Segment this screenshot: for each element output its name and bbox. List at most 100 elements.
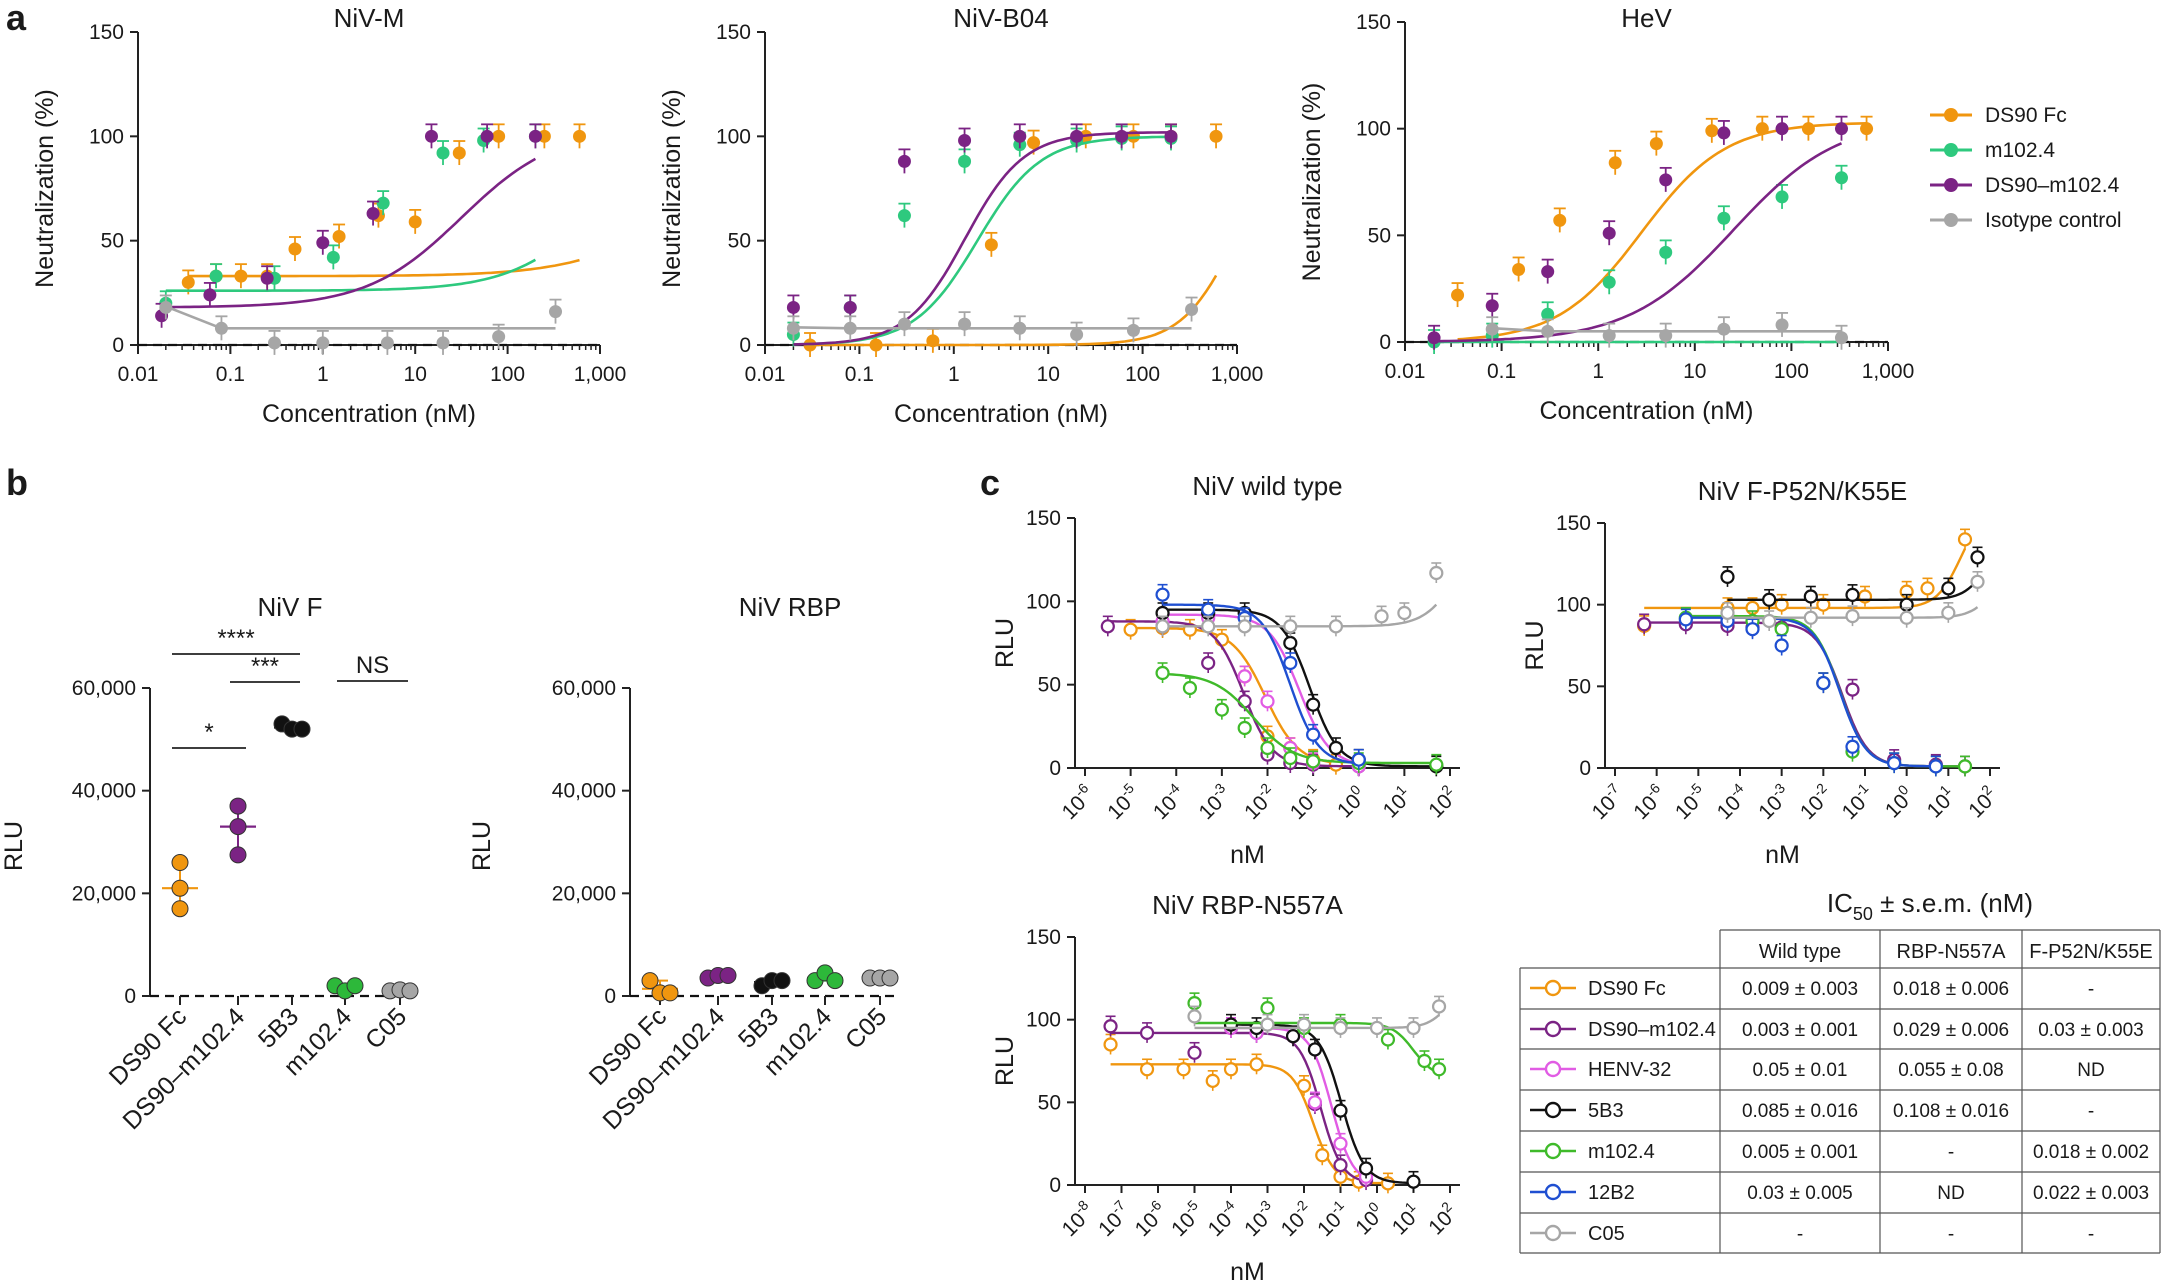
y-tick-label: 40,000 [72, 780, 136, 803]
table-cell: 0.03 ± 0.005 [1747, 1183, 1853, 1204]
data-point [1296, 1017, 1312, 1032]
chart-title: HeV [1621, 3, 1672, 33]
data-point [267, 336, 281, 350]
data-point [171, 900, 189, 918]
table-legend-marker [1544, 1020, 1562, 1038]
table-cell: - [1948, 1142, 1954, 1163]
y-tick-label: 0 [1049, 1174, 1061, 1197]
data-point [1720, 569, 1735, 585]
x-tick-label: 0.1 [845, 363, 874, 386]
y-tick-label: 0 [739, 334, 751, 357]
data-point [401, 982, 419, 1000]
data-point [346, 977, 364, 995]
data-point [1223, 1062, 1239, 1077]
x-tick-label: 10-3 [1751, 780, 1796, 825]
data-point [1237, 619, 1252, 634]
y-tick-label: 150 [1556, 512, 1591, 535]
table-cell: - [2088, 1101, 2094, 1122]
x-tick-label: 1 [317, 363, 329, 386]
data-point [234, 269, 248, 283]
data-point [229, 846, 247, 864]
data-point [1070, 129, 1084, 143]
x-axis-label: nM [1230, 841, 1265, 869]
significance-label: NS [356, 652, 389, 679]
y-axis-label: RLU [1521, 620, 1549, 670]
significance-label: *** [251, 653, 279, 680]
data-point [181, 275, 195, 289]
data-point [843, 321, 857, 335]
data-point [1649, 137, 1663, 151]
data-point [1260, 694, 1275, 709]
data-point [492, 129, 506, 143]
data-point [926, 334, 940, 348]
data-point [1283, 635, 1298, 651]
panel-letter-c: c [980, 462, 1000, 503]
fit-curve-ds90m1024 [1644, 621, 1965, 768]
y-tick-label: 150 [1026, 507, 1061, 530]
data-point [1775, 122, 1789, 136]
table-cell: - [2088, 1224, 2094, 1245]
x-tick-label: 102 [1961, 781, 2002, 822]
x-tick-label: 100 [1125, 363, 1160, 386]
data-point [1187, 1045, 1202, 1060]
x-tick-label: 1,000 [1862, 360, 1915, 383]
x-tick-label: 101 [1376, 781, 1417, 822]
data-point [326, 250, 340, 264]
x-tick-label: 10-6 [1626, 780, 1671, 825]
data-point [408, 215, 422, 229]
table-cell: 0.022 ± 0.003 [2033, 1183, 2149, 1204]
chart-title: NiV wild type [1192, 471, 1342, 501]
table-column-header: Wild type [1759, 941, 1841, 963]
data-point [1512, 262, 1526, 276]
table-row-name: DS90 Fc [1588, 978, 1666, 1000]
table-row-name: C05 [1588, 1223, 1625, 1245]
data-point [1296, 1078, 1312, 1093]
y-tick-label: 50 [1038, 1091, 1061, 1114]
data-point [786, 321, 800, 335]
table-cell: 0.108 ± 0.016 [1893, 1101, 2009, 1122]
data-point [480, 129, 494, 143]
x-tick-label: 10-2 [1237, 780, 1282, 825]
table-cell: 0.018 ± 0.006 [1893, 979, 2009, 1000]
table-cell: - [2088, 979, 2094, 1000]
fit-curve-ds90fc [1457, 122, 1867, 341]
x-tick-label: 0.1 [1487, 360, 1516, 383]
data-point [1720, 605, 1735, 620]
legend-marker [1944, 143, 1958, 157]
data-point [1431, 999, 1447, 1014]
data-point [1775, 190, 1789, 204]
chart-title: NiV-B04 [953, 3, 1048, 33]
x-tick-label: 0.1 [216, 363, 245, 386]
data-point [1553, 213, 1567, 227]
table-cell: 0.03 ± 0.003 [2038, 1020, 2144, 1041]
table-row-name: DS90–m102.4 [1588, 1019, 1716, 1041]
data-point [293, 720, 311, 738]
x-tick-label: 10-4 [1146, 780, 1191, 825]
data-point [1970, 574, 1985, 589]
y-axis-label: RLU [991, 1036, 1019, 1086]
data-point [549, 305, 563, 319]
data-point [1315, 1148, 1330, 1163]
y-tick-label: 100 [1556, 594, 1591, 617]
table-cell: ND [2077, 1060, 2104, 1081]
legend-label: DS90–m102.4 [1985, 174, 2120, 197]
data-point [214, 321, 228, 335]
data-point [641, 972, 659, 990]
x-tick-label: 1 [1592, 360, 1604, 383]
data-point [332, 229, 346, 243]
data-point [159, 300, 173, 314]
data-point [1801, 122, 1815, 136]
data-point [1957, 532, 1973, 547]
data-point [1070, 328, 1084, 342]
y-axis-label: RLU [468, 821, 496, 871]
data-point [1126, 323, 1140, 337]
legend-marker [1944, 178, 1958, 192]
table-column-header: F-P52N/K55E [2029, 941, 2152, 963]
y-tick-label: 0 [124, 985, 136, 1008]
y-tick-label: 100 [1356, 118, 1391, 141]
fit-curve-12b2 [1685, 616, 1936, 768]
data-point [1237, 669, 1252, 684]
data-point [1027, 136, 1041, 150]
table-cell: 0.05 ± 0.01 [1753, 1060, 1848, 1081]
